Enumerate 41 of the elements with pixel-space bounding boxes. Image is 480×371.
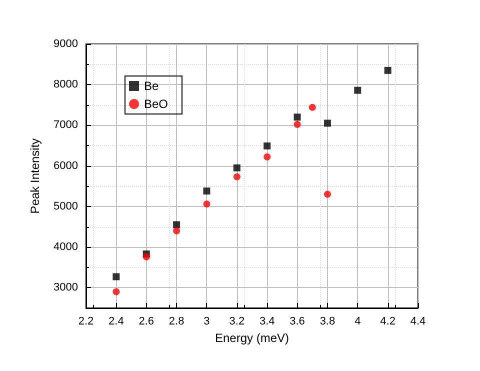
legend-label: Be [144, 79, 160, 93]
y-axis-title: Peak Intensity [28, 138, 42, 214]
point [203, 200, 210, 208]
x-tick-label: 3 [204, 316, 210, 328]
point [308, 104, 316, 111]
x-tick-label: 2.4 [108, 316, 124, 328]
y-tick-label: 3000 [54, 282, 78, 294]
x-tick-label: 4 [354, 316, 361, 328]
point [294, 120, 301, 128]
y-tick-label: 7000 [54, 119, 78, 132]
x-tick-label: 4.2 [380, 316, 396, 328]
point [173, 221, 180, 228]
legend-label: BeO [144, 97, 168, 111]
point [264, 153, 271, 160]
y-tick-label: 8000 [54, 78, 78, 91]
x-tick-label: 3.2 [229, 316, 245, 328]
point [294, 114, 301, 121]
point [384, 66, 392, 74]
x-tick-label: 3.6 [290, 316, 305, 328]
y-tick-label: 6000 [54, 160, 78, 172]
point [142, 253, 150, 260]
point [112, 273, 120, 280]
point [324, 120, 331, 127]
point [354, 86, 362, 94]
point [203, 188, 210, 195]
x-tick-label: 2.2 [78, 316, 94, 328]
x-tick-label: 3.8 [320, 316, 336, 328]
x-axis-title: Energy (meV) [214, 331, 290, 345]
point [173, 227, 180, 234]
point [264, 142, 271, 150]
x-tick-label: 3.4 [259, 316, 275, 328]
x-tick-label: 2.6 [138, 316, 154, 328]
point [233, 173, 240, 180]
x-tick-label: 4.4 [410, 316, 426, 328]
y-tick-label: 4000 [54, 241, 78, 254]
point [112, 288, 120, 296]
point [324, 190, 331, 198]
x-tick-label: 2.8 [168, 316, 184, 328]
y-tick-label: 9000 [54, 38, 78, 50]
y-tick-label: 5000 [54, 200, 78, 212]
point [233, 164, 240, 172]
